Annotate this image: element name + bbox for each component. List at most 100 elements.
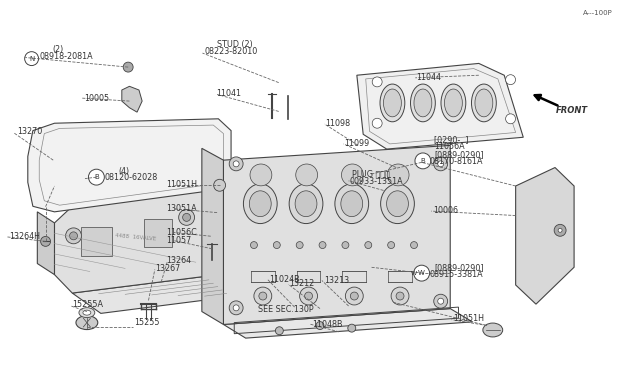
Text: 11057: 11057 — [166, 236, 191, 245]
Text: 13213: 13213 — [324, 276, 349, 285]
Bar — [144, 219, 172, 247]
Text: 11056C: 11056C — [166, 228, 197, 237]
Circle shape — [319, 241, 326, 248]
Circle shape — [182, 214, 191, 221]
Circle shape — [25, 52, 38, 65]
Circle shape — [259, 292, 267, 300]
Circle shape — [365, 241, 372, 248]
Text: 08170-8161A: 08170-8161A — [429, 157, 483, 166]
Ellipse shape — [243, 184, 277, 224]
Circle shape — [88, 169, 104, 185]
Text: STUD (2): STUD (2) — [217, 41, 253, 49]
Circle shape — [233, 305, 239, 311]
Circle shape — [438, 298, 444, 304]
Circle shape — [229, 157, 243, 171]
Text: 11044: 11044 — [417, 73, 442, 81]
Ellipse shape — [295, 191, 317, 217]
Ellipse shape — [289, 184, 323, 224]
Circle shape — [346, 287, 364, 305]
Circle shape — [558, 228, 562, 232]
Circle shape — [415, 153, 431, 169]
Text: 11041: 11041 — [216, 89, 241, 98]
Circle shape — [305, 292, 312, 300]
Text: 11048B: 11048B — [312, 320, 342, 328]
Polygon shape — [54, 190, 231, 293]
Circle shape — [372, 118, 382, 128]
Polygon shape — [516, 167, 574, 304]
Circle shape — [438, 161, 444, 167]
Ellipse shape — [335, 184, 369, 224]
Circle shape — [179, 209, 195, 225]
Circle shape — [348, 324, 356, 332]
Circle shape — [434, 294, 447, 308]
Circle shape — [214, 179, 225, 191]
Bar — [81, 227, 112, 256]
Text: 15255A: 15255A — [72, 300, 103, 310]
Circle shape — [342, 241, 349, 248]
Text: 13212: 13212 — [289, 279, 315, 288]
Circle shape — [554, 224, 566, 236]
Circle shape — [273, 241, 280, 248]
Circle shape — [296, 164, 317, 186]
Text: 4488  16VALVE: 4488 16VALVE — [115, 233, 157, 242]
Text: 08918-2081A: 08918-2081A — [39, 52, 93, 61]
Text: W: W — [418, 270, 425, 276]
Text: 11051H: 11051H — [453, 314, 484, 323]
Polygon shape — [202, 148, 223, 324]
Ellipse shape — [444, 89, 462, 117]
Text: PLUG プラグ: PLUG プラグ — [353, 169, 390, 178]
Circle shape — [387, 164, 409, 186]
Circle shape — [506, 114, 516, 124]
Text: FRONT: FRONT — [556, 106, 588, 115]
Text: 11056A: 11056A — [435, 142, 465, 151]
Ellipse shape — [381, 184, 414, 224]
Circle shape — [372, 77, 382, 87]
Circle shape — [70, 232, 77, 240]
Text: 08120-62028: 08120-62028 — [104, 173, 157, 182]
Polygon shape — [357, 63, 524, 149]
Polygon shape — [223, 309, 472, 338]
Text: 13270: 13270 — [17, 127, 42, 136]
Text: W: W — [411, 272, 417, 276]
Circle shape — [233, 161, 239, 167]
Text: 10005: 10005 — [84, 94, 109, 103]
Text: 08915-3381A: 08915-3381A — [429, 270, 483, 279]
Circle shape — [434, 157, 447, 171]
Circle shape — [254, 287, 272, 305]
Ellipse shape — [380, 84, 405, 122]
Ellipse shape — [341, 191, 363, 217]
Circle shape — [391, 287, 409, 305]
Circle shape — [250, 164, 272, 186]
Text: 13267: 13267 — [155, 264, 180, 273]
Ellipse shape — [410, 84, 435, 122]
Circle shape — [229, 301, 243, 315]
Text: 11024B: 11024B — [269, 275, 300, 284]
Text: 11099: 11099 — [344, 139, 369, 148]
Circle shape — [396, 292, 404, 300]
Ellipse shape — [76, 316, 98, 330]
Polygon shape — [122, 86, 142, 112]
Circle shape — [316, 322, 324, 330]
Text: 13264H: 13264H — [9, 232, 40, 241]
Text: SEE SEC.130P: SEE SEC.130P — [258, 305, 314, 314]
Text: B: B — [94, 174, 99, 180]
Polygon shape — [37, 212, 54, 275]
Ellipse shape — [483, 323, 502, 337]
Polygon shape — [28, 119, 231, 212]
Circle shape — [250, 241, 257, 248]
Circle shape — [296, 241, 303, 248]
Text: [0290-  ]: [0290- ] — [435, 135, 469, 144]
Circle shape — [40, 237, 51, 246]
Text: N: N — [29, 56, 34, 62]
Polygon shape — [223, 145, 450, 324]
Text: B: B — [420, 158, 426, 164]
Circle shape — [350, 292, 358, 300]
Circle shape — [410, 241, 417, 248]
Text: (4): (4) — [118, 167, 129, 176]
Ellipse shape — [383, 89, 401, 117]
Text: 13264: 13264 — [166, 256, 191, 265]
Text: 00933-1351A: 00933-1351A — [350, 177, 403, 186]
Ellipse shape — [414, 89, 432, 117]
Text: 11098: 11098 — [325, 119, 350, 128]
Text: 15255: 15255 — [134, 318, 159, 327]
